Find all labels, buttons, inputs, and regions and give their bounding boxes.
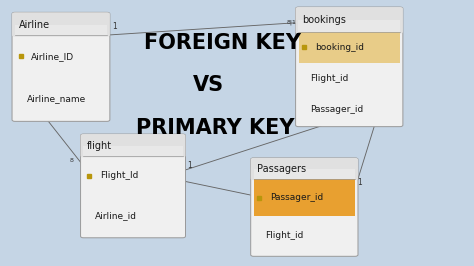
Bar [299, 32, 400, 63]
FancyBboxPatch shape [12, 12, 110, 37]
Text: Passager_id: Passager_id [270, 193, 323, 202]
Bar [83, 146, 182, 156]
FancyBboxPatch shape [296, 7, 403, 127]
FancyBboxPatch shape [251, 158, 358, 256]
Text: Flight_id: Flight_id [310, 74, 349, 83]
FancyBboxPatch shape [12, 12, 110, 121]
Text: Passager_id: Passager_id [310, 105, 364, 114]
FancyBboxPatch shape [81, 134, 185, 238]
Text: Passagers: Passagers [257, 164, 307, 174]
Bar [15, 35, 107, 77]
Bar [254, 169, 355, 178]
Text: flight: flight [87, 141, 112, 151]
Text: booking_id: booking_id [315, 43, 364, 52]
Text: VS: VS [193, 75, 224, 95]
Text: bookings: bookings [302, 15, 346, 25]
Text: Airline_name: Airline_name [27, 94, 86, 103]
FancyBboxPatch shape [296, 7, 403, 34]
Text: Airline: Airline [18, 19, 50, 30]
Text: 8|1: 8|1 [287, 20, 297, 25]
Text: Flight_id: Flight_id [265, 231, 304, 240]
Text: Airline_ID: Airline_ID [31, 52, 74, 61]
Bar [15, 24, 107, 35]
Text: 8: 8 [69, 158, 73, 163]
Text: 1: 1 [357, 178, 362, 187]
Text: Airline_id: Airline_id [95, 211, 137, 221]
Bar [299, 20, 400, 32]
FancyBboxPatch shape [251, 158, 358, 180]
Bar [84, 156, 182, 196]
Text: 1: 1 [187, 161, 192, 170]
Text: FOREIGN KEY: FOREIGN KEY [144, 33, 301, 53]
Text: PRIMARY KEY: PRIMARY KEY [137, 118, 295, 138]
Bar [254, 178, 355, 216]
FancyBboxPatch shape [81, 134, 185, 157]
Text: Flight_Id: Flight_Id [100, 171, 138, 180]
Text: 1: 1 [112, 22, 117, 31]
